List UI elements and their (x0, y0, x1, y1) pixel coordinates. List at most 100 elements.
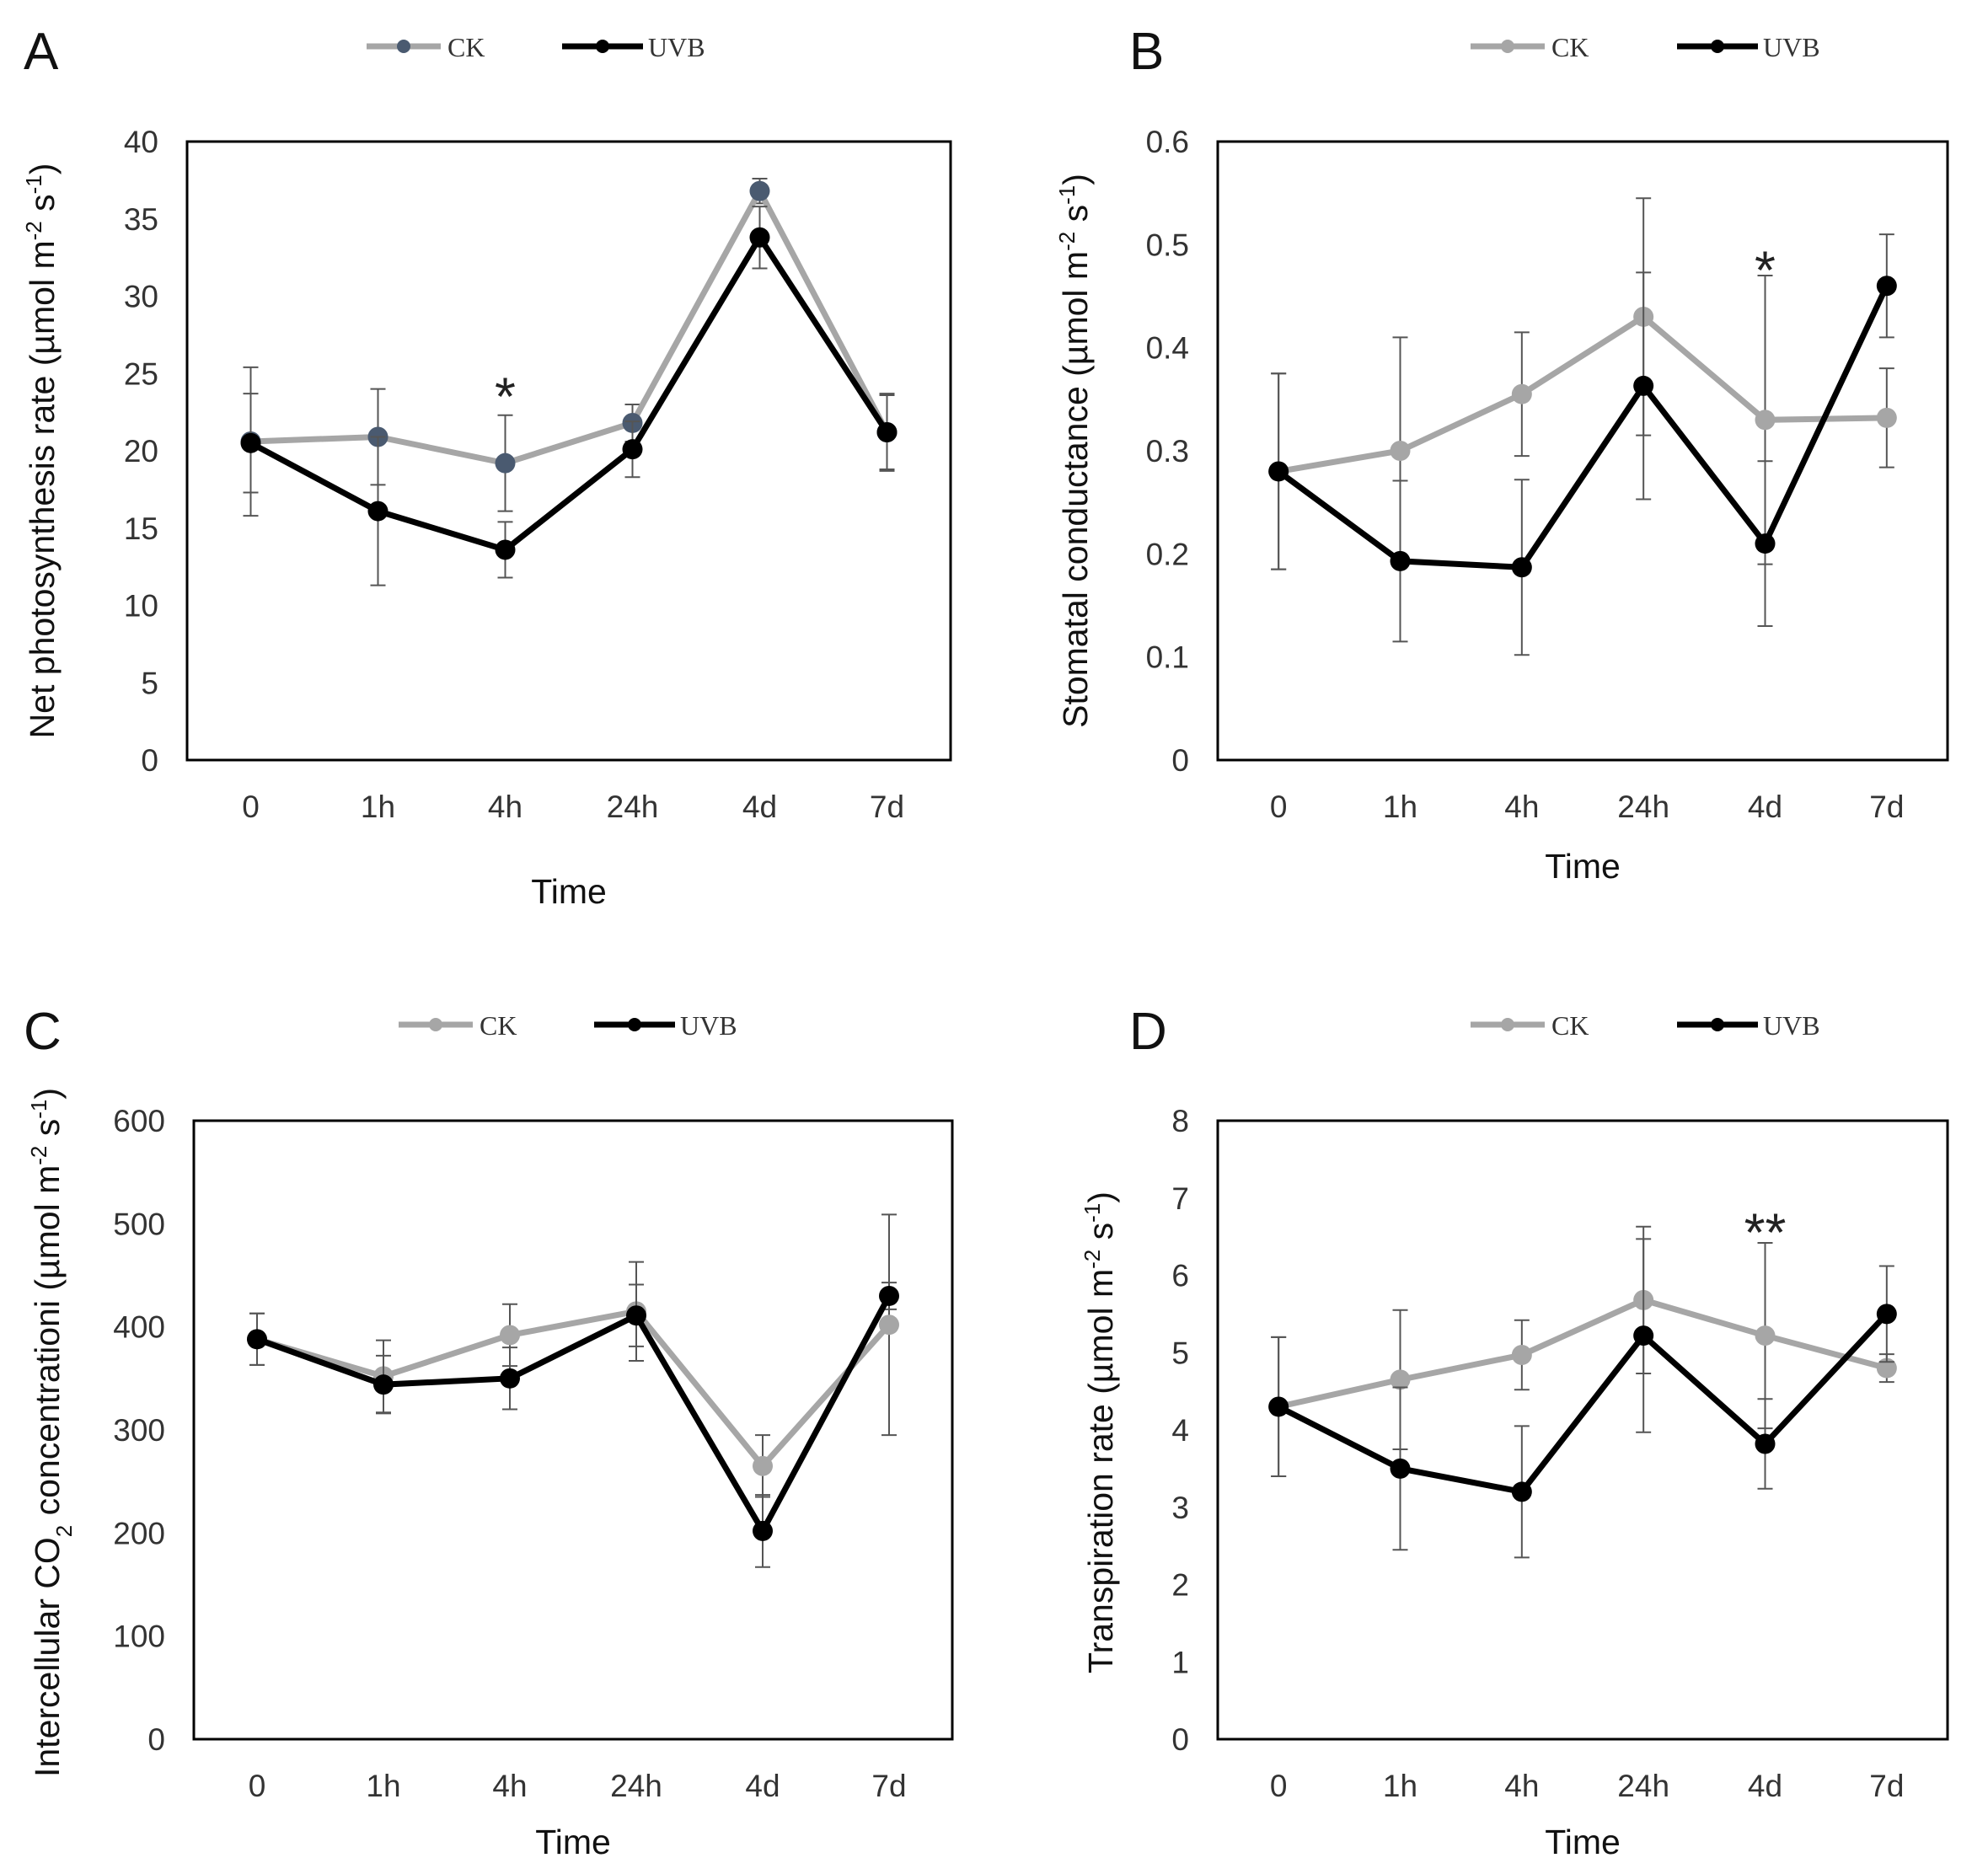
x-tick-label: 0 (249, 1769, 266, 1803)
data-point (626, 1305, 646, 1326)
panel-letter: C (24, 1003, 62, 1061)
y-tick-label: 7 (1171, 1181, 1189, 1216)
data-point (240, 432, 261, 453)
data-point (1755, 533, 1776, 554)
y-tick-label: 400 (113, 1310, 165, 1345)
x-axis-label: Time (531, 872, 607, 911)
data-point (1633, 375, 1654, 396)
y-axis-label-main: Intercellular CO (28, 1537, 67, 1777)
data-point (753, 1455, 773, 1476)
data-point (367, 501, 388, 522)
data-point (247, 1329, 267, 1350)
x-tick-label: 1h (361, 790, 395, 824)
y-tick-label: 100 (113, 1620, 165, 1654)
y-tick-label: 2 (1171, 1568, 1189, 1603)
data-point (1755, 1325, 1776, 1347)
y-tick-label: 15 (124, 511, 158, 546)
plot-marks: ** (1268, 1202, 1897, 1559)
legend-label-ck: CK (480, 1010, 517, 1041)
y-axis-label: Net photosynthesis rate (µmol m-2 s-1) (21, 163, 62, 739)
data-point (1755, 410, 1776, 431)
y-axis-label-sup2: -1 (1054, 185, 1080, 205)
y-tick-label: 500 (113, 1207, 165, 1241)
y-axis-label-mid: s (1056, 205, 1095, 232)
data-point (1755, 1433, 1776, 1454)
data-point (876, 421, 898, 442)
legend-marker-ck (429, 1018, 442, 1031)
y-axis-label-sup1: -2 (1054, 232, 1080, 251)
x-axis-label: Time (535, 1823, 611, 1861)
data-point (1876, 1304, 1897, 1325)
plot-marks: * (240, 178, 898, 586)
y-axis-label-end: ) (1056, 174, 1095, 185)
y-tick-label: 0 (141, 743, 158, 778)
x-tick-label: 7d (1869, 790, 1904, 824)
y-axis-ticks: 0 1 2 3 4 5 6 7 8 (1171, 1104, 1189, 1757)
x-tick-label: 4h (488, 790, 522, 824)
x-tick-label: 0 (1270, 790, 1288, 824)
y-tick-label: 0.3 (1146, 434, 1189, 468)
legend: CK UVB (1471, 32, 1820, 62)
legend-marker-ck (1501, 40, 1514, 53)
y-axis-ticks: 0 0.1 0.2 0.3 0.4 0.5 0.6 (1146, 125, 1189, 778)
y-tick-label: 5 (141, 666, 158, 700)
y-axis-label-end: ) (28, 1088, 67, 1100)
panel-C: C CK UVB 0 100 200 300 400 500 600 0 1h 4h 24h 4d 7… (24, 1003, 954, 1861)
x-axis-ticks: 0 1h 4h 24h 4d 7d (1270, 790, 1905, 824)
y-tick-label: 0.4 (1146, 331, 1189, 366)
x-axis-ticks: 0 1h 4h 24h 4d 7d (242, 790, 904, 824)
data-point (1390, 550, 1411, 571)
y-tick-label: 5 (1171, 1336, 1189, 1370)
legend-label-uvb: UVB (648, 32, 705, 62)
y-tick-label: 3 (1171, 1491, 1189, 1525)
x-tick-label: 4d (1748, 790, 1782, 824)
significance-marker: * (1755, 240, 1776, 301)
y-axis-label-sup1: -2 (21, 221, 46, 240)
x-tick-label: 4d (745, 1769, 780, 1803)
x-tick-label: 4h (1504, 790, 1539, 824)
y-tick-label: 0.1 (1146, 640, 1189, 675)
panel-letter: D (1129, 1003, 1167, 1061)
x-tick-label: 7d (870, 790, 904, 824)
series-line (1278, 313, 1887, 474)
y-tick-label: 0.6 (1146, 125, 1189, 159)
x-tick-label: 4h (1504, 1769, 1539, 1803)
plot-marks (247, 1213, 899, 1568)
y-axis-label: Stomatal conductance (µmol m-2 s-1) (1054, 174, 1095, 728)
data-point (1876, 407, 1897, 428)
x-tick-label: 7d (1869, 1769, 1904, 1803)
legend-marker-uvb (628, 1018, 641, 1031)
x-tick-label: 1h (366, 1769, 400, 1803)
panel-letter: A (24, 23, 59, 81)
x-axis-label: Time (1545, 1823, 1621, 1861)
series-uvb (240, 206, 898, 586)
x-tick-label: 0 (1270, 1769, 1288, 1803)
plot-frame (192, 1119, 954, 1741)
y-axis-ticks: 0 5 10 15 20 25 30 35 40 (124, 125, 158, 778)
series-line (1277, 1311, 1889, 1496)
y-tick-label: 10 (124, 589, 158, 624)
series-line (1278, 1297, 1888, 1410)
panel-A: A CK UVB 0 5 10 15 20 25 30 35 40 0 1h 4h 24h 4d 7d *… (21, 23, 952, 911)
x-tick-label: 7d (871, 1769, 906, 1803)
y-axis-label-sup1: -2 (26, 1146, 51, 1165)
series-uvb (1268, 1238, 1897, 1559)
data-point (500, 1368, 520, 1389)
legend: CK UVB (367, 32, 705, 62)
x-tick-label: 24h (1617, 1769, 1669, 1803)
y-tick-label: 0 (1171, 743, 1189, 778)
data-point (1268, 1396, 1289, 1417)
y-tick-label: 40 (124, 125, 158, 159)
y-axis-label-sup2: -1 (21, 174, 46, 194)
y-tick-label: 0.2 (1146, 537, 1189, 571)
x-axis-ticks: 0 1h 4h 24h 4d 7d (249, 1769, 907, 1803)
x-tick-label: 4d (742, 790, 777, 824)
data-point (749, 180, 770, 201)
data-point (1511, 1345, 1532, 1366)
legend-marker-uvb (596, 40, 609, 53)
data-point (1390, 1458, 1411, 1479)
x-axis-label: Time (1545, 847, 1621, 886)
plot-frame (1216, 1119, 1949, 1741)
